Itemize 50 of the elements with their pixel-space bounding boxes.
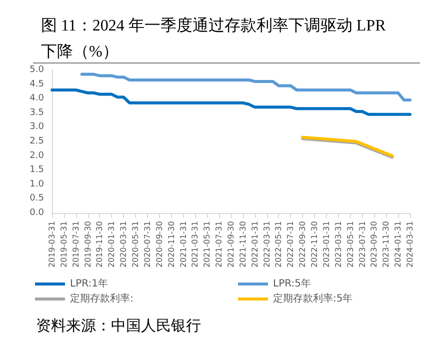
legend-label: LPR:1年 [70,278,108,290]
x-tick-label: 2022-05-31 [274,221,284,268]
x-tick-label: 2024-03-31 [406,221,414,268]
x-tick-label: 2023-01-31 [322,221,331,268]
line-series [80,72,412,102]
x-tick-label: 2021-09-30 [226,221,236,268]
x-tick-label: 2019-03-31 [48,221,56,268]
x-tick-label: 2021-07-31 [214,221,224,268]
x-tick-label: 2019-07-31 [71,221,80,268]
x-tick-label: 2023-11-30 [382,221,391,268]
x-tick-label: 2021-05-31 [202,221,212,268]
y-tick-label: 4.0 [30,94,44,104]
x-tick-label: 2023-03-31 [334,221,343,268]
x-tick-label: 2019-09-30 [83,221,92,268]
legend-label: LPR:5年 [273,278,311,290]
x-tick-label: 2019-05-31 [59,221,68,268]
legend-label: 定期存款利率:5年 [273,292,353,304]
x-tick-label: 2020-05-31 [131,221,140,268]
x-tick-label: 2020-01-31 [107,221,116,268]
x-tick-label: 2023-05-31 [346,221,355,268]
y-tick-label: 5.0 [30,65,44,75]
x-tick-label: 2024-01-31 [394,221,403,268]
y-tick-label: 3.0 [30,122,44,132]
x-tick-label: 2020-07-31 [142,221,152,268]
legend-label: 定期存款利率: [70,292,134,304]
x-tick-label: 2020-09-30 [154,221,164,268]
y-tick-label: 1.5 [30,165,44,176]
x-tick-label: 2021-01-31 [178,221,188,268]
x-tick-label: 2022-07-31 [286,221,296,268]
x-tick-label: 2023-09-30 [370,221,379,268]
y-tick-label: 0.0 [30,208,44,218]
x-tick-label: 2022-09-30 [298,221,308,268]
text: 资料来源：中国人民银行 [36,316,201,334]
chart-title: 图 11：2024 年一季度通过存款利率下调驱动 LPR 下降（%） [41,16,390,60]
x-tick-label: 2022-01-31 [250,221,260,268]
y-tick-label: 4.5 [30,79,44,90]
y-tick-label: 1.0 [30,179,44,190]
x-tick-label: 2022-11-30 [310,221,320,268]
x-tick-label: 2022-03-31 [262,221,272,268]
x-tick-label: 2020-03-31 [119,221,128,268]
x-tick-label: 2021-11-30 [238,221,248,268]
line-series [50,88,412,116]
x-tick-label: 2020-11-30 [166,221,176,268]
y-tick-label: 3.5 [30,108,44,118]
y-tick-label: 2.5 [30,136,44,146]
y-tick-label: 0.5 [30,194,44,204]
x-tick-label: 2023-07-31 [358,221,367,268]
x-tick-label: 2021-03-31 [190,221,200,268]
y-tick-label: 2.0 [30,150,44,161]
x-tick-label: 2019-11-30 [95,221,104,268]
